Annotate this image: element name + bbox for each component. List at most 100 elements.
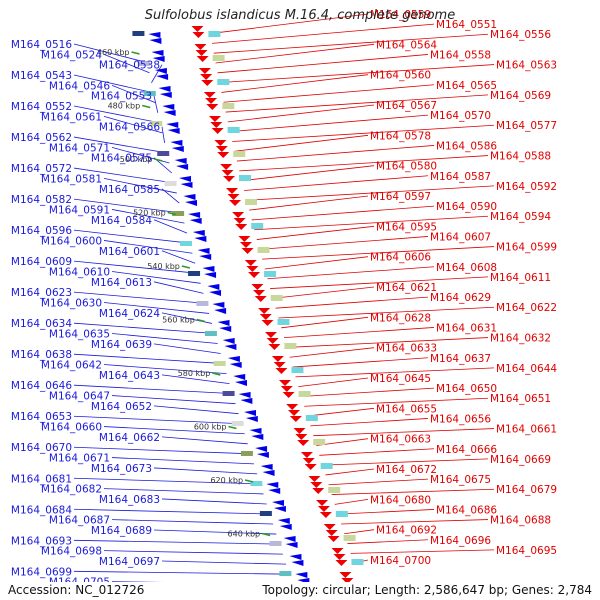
callout-line (73, 415, 242, 425)
feature-box (188, 271, 201, 276)
left-gene-arrow (219, 326, 232, 332)
right-gene-arrow (232, 212, 245, 218)
left-gene-arrow (185, 200, 198, 206)
callout-line (111, 519, 274, 525)
left-gene-arrow (159, 92, 172, 98)
scale-label: 520 kbp (133, 209, 166, 218)
left-gene-arrow (244, 410, 257, 416)
feature-box (172, 211, 185, 216)
feature-box (217, 79, 230, 85)
gene-label: M164_0607 (430, 231, 491, 243)
right-gene-arrow (327, 536, 340, 542)
left-gene-arrow (268, 488, 281, 494)
gene-label: M164_0606 (370, 252, 431, 264)
gene-label: M164_0572 (11, 163, 72, 175)
left-gene-arrow (245, 416, 258, 422)
gene-label: M164_0681 (11, 473, 72, 485)
scale-tick (228, 425, 237, 430)
gene-label: M164_0686 (436, 504, 497, 516)
left-gene-arrow (227, 356, 240, 362)
gene-label: M164_0669 (490, 454, 551, 466)
callout-line (264, 256, 369, 270)
feature-box (259, 511, 272, 516)
right-gene-arrow (268, 344, 281, 350)
right-gene-arrow (300, 452, 313, 458)
left-gene-arrow (194, 236, 207, 242)
left-gene-arrow (256, 452, 269, 458)
callout-line (310, 418, 429, 427)
gene-label: M164_0587 (430, 171, 491, 183)
map-footer: Accession: NC_012726 Topology: circular;… (0, 582, 600, 600)
gene-label: M164_0697 (99, 556, 160, 568)
right-gene-arrow (288, 410, 301, 416)
right-gene-arrow (191, 26, 204, 32)
gene-label: M164_0646 (11, 380, 72, 392)
callout-line (153, 219, 188, 234)
gene-label: M164_0543 (11, 70, 72, 82)
right-gene-arrow (206, 104, 219, 110)
gene-label: M164_0600 (41, 235, 102, 247)
callout-line (221, 74, 369, 93)
right-gene-arrow (210, 122, 223, 128)
gene-label: M164_0682 (41, 484, 102, 496)
left-gene-arrow (176, 164, 189, 170)
right-gene-arrow (246, 266, 259, 272)
gene-label: M164_0650 (436, 383, 497, 395)
right-gene-arrow (226, 188, 239, 194)
gene-label: M164_0570 (430, 110, 491, 122)
gene-label: M164_0666 (436, 444, 497, 456)
gene-label: M164_0565 (436, 80, 497, 92)
gene-label: M164_0670 (11, 442, 72, 454)
callout-line (161, 498, 267, 505)
feature-box (233, 151, 246, 157)
right-gene-arrow (217, 152, 230, 158)
right-gene-arrow (278, 380, 291, 386)
gene-label: M164_0632 (490, 333, 551, 345)
callout-line (73, 539, 280, 545)
gene-label: M164_0655 (376, 403, 437, 415)
gene-label: M164_0595 (376, 221, 437, 233)
feature-box (208, 31, 221, 37)
scale-label: 540 kbp (147, 262, 180, 271)
right-gene-arrow (273, 362, 286, 368)
callout-line (227, 104, 375, 123)
right-gene-arrow (198, 68, 211, 74)
left-gene-arrow (234, 380, 247, 386)
left-gene-arrow (289, 554, 302, 560)
left-gene-arrow (240, 398, 253, 404)
callout-line (73, 229, 190, 244)
callout-line (111, 209, 185, 224)
right-gene-arrow (258, 308, 271, 314)
gene-label: M164_0656 (430, 413, 491, 425)
gene-label: M164_0591 (49, 204, 110, 216)
gene-label: M164_0675 (430, 474, 491, 486)
feature-box (250, 481, 263, 486)
callout-line (256, 225, 375, 240)
gene-label: M164_0628 (370, 312, 431, 324)
callout-line (73, 43, 148, 64)
callout-line (295, 367, 495, 378)
scale-tick (212, 372, 221, 376)
left-gene-arrow (174, 158, 187, 164)
feature-box (305, 415, 318, 421)
callout-line (304, 397, 489, 407)
callout-line (103, 488, 264, 495)
callout-line (337, 509, 435, 515)
callout-line (103, 240, 193, 254)
callout-line (229, 114, 429, 133)
callout-line (322, 458, 489, 466)
feature-box (335, 511, 348, 517)
right-gene-arrow (341, 578, 354, 584)
callout-line (161, 126, 166, 143)
gene-label: M164_0581 (41, 173, 102, 185)
callout-line (331, 488, 495, 495)
scale-label: 500 kbp (120, 155, 153, 164)
right-gene-arrow (271, 356, 284, 362)
right-gene-arrow (201, 80, 214, 86)
scale-tick (261, 532, 271, 537)
right-gene-arrow (286, 404, 299, 410)
callout-lines (73, 13, 495, 593)
callout-line (153, 529, 277, 535)
right-gene-arrow (194, 44, 207, 50)
left-gene-arrow (152, 56, 165, 62)
